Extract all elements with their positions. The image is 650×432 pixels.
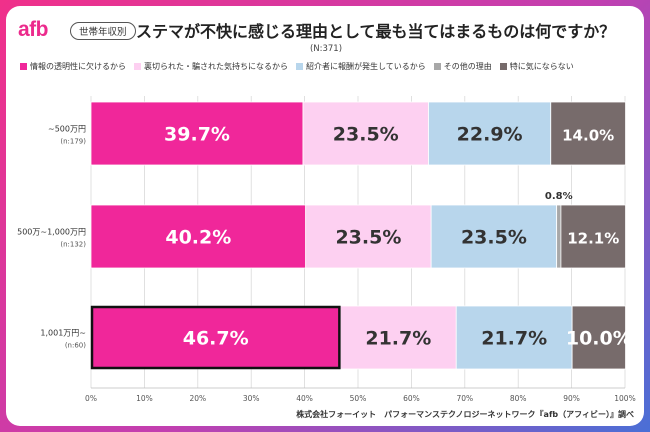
x-tick-label: 100%	[614, 394, 635, 403]
x-tick-label: 60%	[403, 394, 420, 403]
category-label: 500万~1,000万円	[17, 228, 86, 237]
x-tick-label: 50%	[350, 394, 367, 403]
legend-label: 紹介者に報酬が発生しているから	[306, 62, 426, 71]
legend-swatch	[433, 63, 441, 70]
data-label: 40.2%	[165, 227, 231, 249]
data-label: 23.5%	[461, 227, 527, 249]
legend-swatch	[134, 63, 141, 70]
bar-segment	[428, 101, 552, 166]
bar-segment	[550, 101, 626, 166]
bar-segment	[339, 305, 457, 370]
data-label: 0.8%	[545, 191, 573, 202]
legend-label: 裏切られた・騙された気持ちになるから	[144, 62, 288, 71]
afb-logo: afb	[18, 18, 49, 41]
x-tick-label: 90%	[563, 394, 580, 403]
chart-legend: 情報の透明性に欠けるから 裏切られた・騙された気持ちになるから 紹介者に報酬が発生し…	[20, 61, 640, 72]
legend-item-3: その他の理由	[433, 61, 492, 72]
bar-segment	[90, 204, 307, 269]
segment-badge: 世帯年収別	[70, 22, 136, 40]
data-label: 21.7%	[365, 328, 431, 350]
legend-label: 特に気にならない	[509, 62, 574, 71]
source-note: 株式会社フォーイット パフォーマンステクノロジーネットワーク『afb（アフィビー…	[296, 410, 634, 419]
data-label: 10.0%	[566, 328, 632, 350]
bar-segment	[305, 204, 432, 269]
bar-segment	[302, 101, 429, 166]
bar-segment	[560, 204, 626, 269]
highlight-border	[90, 305, 341, 370]
x-tick-label: 30%	[243, 394, 260, 403]
chart-title: ステマが不快に感じる理由として最も当てはまるものは何ですか？	[136, 22, 616, 41]
x-tick-label: 40%	[296, 394, 313, 403]
data-label: 22.9%	[457, 124, 523, 146]
bar-segment	[571, 305, 626, 370]
x-tick-label: 10%	[136, 394, 153, 403]
legend-swatch	[20, 63, 27, 70]
category-label: ~500万円	[48, 125, 86, 134]
legend-label: 情報の透明性に欠けるから	[30, 62, 126, 71]
legend-item-4: 特に気にならない	[499, 61, 574, 72]
legend-swatch	[499, 63, 507, 70]
data-label: 23.5%	[335, 227, 401, 249]
data-label: 12.1%	[567, 230, 619, 248]
legend-item-1: 裏切られた・騙された気持ちになるから	[134, 61, 288, 72]
stacked-bar-chart: 0% 10% 20% 30% 40% 50% 60% 70% 80% 90% 100% 39.7% 23…	[17, 96, 636, 403]
legend-label: その他の理由	[443, 62, 492, 71]
data-label: 14.0%	[562, 127, 614, 145]
data-label: 23.5%	[333, 124, 399, 146]
legend-swatch	[296, 63, 303, 70]
category-label: 1,001万円~	[40, 329, 86, 338]
category-note: (n:179)	[60, 138, 86, 146]
x-tick-label: 20%	[189, 394, 206, 403]
bar-segment	[90, 101, 304, 166]
bar-segment	[556, 204, 562, 269]
x-tick-label: 70%	[456, 394, 473, 403]
x-tick-label: 0%	[85, 394, 97, 403]
category-note: (n:60)	[65, 342, 86, 350]
bar-segment	[430, 204, 558, 269]
data-label: 39.7%	[164, 124, 230, 146]
chart-card: afb 世帯年収別 ステマが不快に感じる理由として最も当てはまるものは何ですか？…	[6, 6, 644, 426]
category-note: (n:132)	[60, 241, 86, 249]
legend-item-2: 紹介者に報酬が発生しているから	[296, 61, 426, 72]
data-label: 21.7%	[481, 328, 547, 350]
legend-item-0: 情報の透明性に欠けるから	[20, 61, 126, 72]
x-tick-label: 80%	[510, 394, 527, 403]
chart-subtitle: (N:371)	[309, 44, 343, 54]
data-label: 46.7%	[183, 328, 249, 350]
